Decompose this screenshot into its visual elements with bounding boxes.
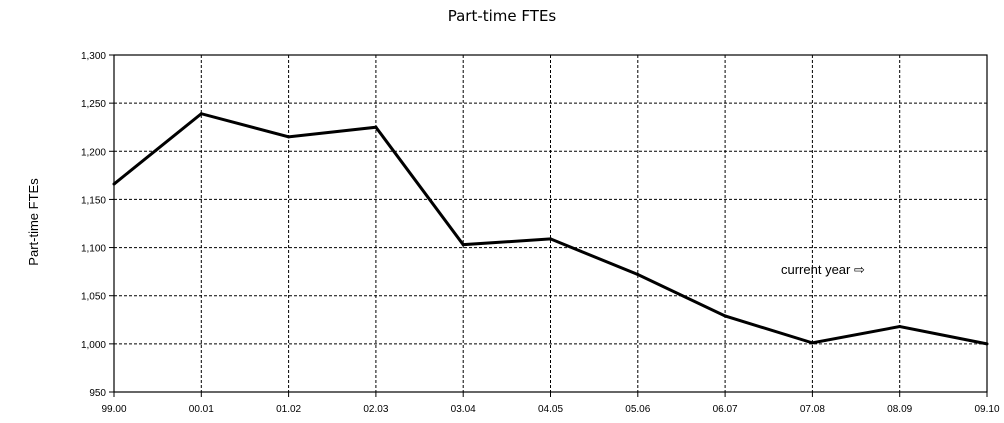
x-tick-label: 00.01	[189, 404, 214, 415]
y-tick-label: 1,200	[81, 147, 106, 158]
x-tick-label: 08.09	[887, 404, 912, 415]
data-point	[810, 341, 814, 345]
y-tick-label: 1,050	[81, 292, 106, 303]
series-layer	[112, 112, 989, 346]
data-point	[985, 342, 989, 346]
x-tick-label: 99.00	[101, 404, 126, 415]
axes	[109, 54, 988, 397]
x-tick-label: 01.02	[276, 404, 301, 415]
data-point	[898, 325, 902, 329]
tick-labels: 950 1,000 1,050 1,100 1,150 1,200 1,250 1,300 99…	[81, 51, 1000, 415]
grid-lines	[114, 55, 987, 392]
x-tick-label: 05.06	[625, 404, 650, 415]
x-tick-label: 04.05	[538, 404, 563, 415]
data-point	[723, 314, 727, 318]
plot-frame	[113, 54, 988, 393]
x-tick-label: 09.10	[974, 404, 999, 415]
data-point	[374, 125, 378, 129]
x-tick-label: 03.04	[451, 404, 476, 415]
data-point	[549, 237, 552, 241]
x-tick-label: 07.08	[800, 404, 825, 415]
y-axis-label: Part-time FTEs	[26, 178, 41, 266]
y-tick-label: 1,000	[81, 340, 106, 351]
current-year-annotation: current year ⇨	[781, 262, 865, 277]
y-tick-label: 1,150	[81, 195, 106, 206]
y-tick-label: 1,300	[81, 51, 106, 62]
chart-title: Part-time FTEs	[447, 7, 557, 25]
data-point	[199, 112, 203, 116]
series-line	[113, 112, 988, 346]
y-tick-label: 1,100	[81, 244, 106, 255]
data-point	[636, 273, 640, 277]
y-tick-label: 1,250	[81, 99, 106, 110]
data-point	[287, 135, 291, 139]
x-tick-label: 02.03	[363, 404, 388, 415]
x-tick-label: 06.07	[713, 404, 738, 415]
data-point	[461, 243, 465, 247]
y-tick-label: 950	[89, 388, 106, 399]
data-point	[112, 182, 116, 186]
